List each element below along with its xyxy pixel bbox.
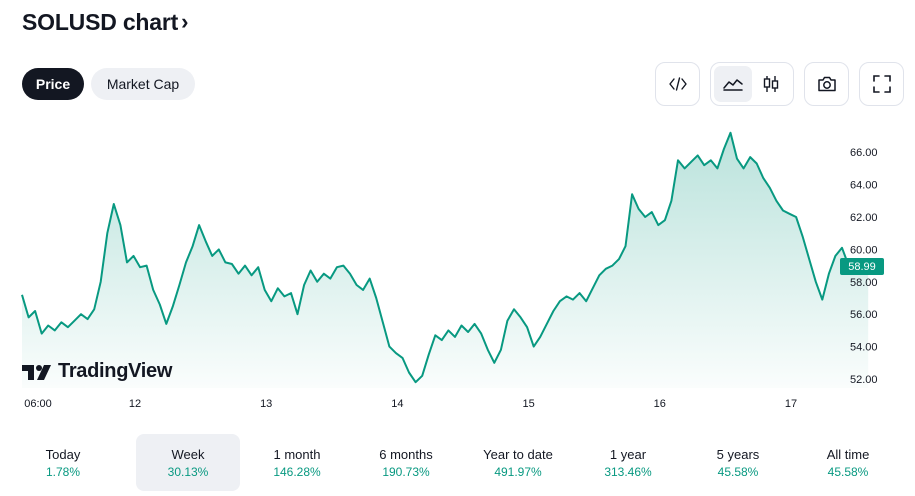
period-label: Today (45, 446, 81, 462)
y-tick-label: 58.00 (850, 277, 878, 289)
period-value: 1.78% (45, 464, 81, 479)
code-icon (668, 77, 687, 91)
y-tick-label: 56.00 (850, 309, 878, 321)
candlestick-chart-button[interactable] (752, 66, 790, 102)
y-tick-label: 52.00 (850, 374, 878, 386)
snapshot-button[interactable] (804, 62, 849, 106)
tab-market-cap-label: Market Cap (106, 76, 180, 92)
period-value: 190.73% (382, 464, 430, 479)
period-1-month[interactable]: 1 month 146.28% (245, 434, 349, 491)
price-chart[interactable]: 52.00 54.00 56.00 58.00 60.00 62.00 64.00 66.00… (0, 110, 915, 420)
period-value: 146.28% (273, 464, 321, 479)
x-tick-label: 14 (391, 398, 403, 410)
period-label: 6 months (379, 446, 433, 462)
period-5-years[interactable]: 5 years 45.58% (686, 434, 790, 491)
period-label: All time (826, 446, 870, 462)
tradingview-logo-text: TradingView (58, 360, 173, 382)
period-label: 5 years (716, 446, 760, 462)
performance-periods: Today 1.78% Week 30.13% 1 month 146.28% 6 m… (22, 434, 902, 491)
tradingview-logo[interactable]: TradingView (22, 360, 172, 383)
embed-button[interactable] (655, 62, 700, 106)
price-area-fill (22, 132, 869, 388)
period-1-year[interactable]: 1 year 313.46% (576, 434, 680, 491)
fullscreen-button[interactable] (859, 62, 904, 106)
fullscreen-icon (872, 75, 891, 93)
candlestick-icon (763, 76, 779, 92)
x-tick-label: 12 (129, 398, 141, 410)
period-week[interactable]: Week 30.13% (136, 434, 240, 491)
period-value: 30.13% (167, 464, 209, 479)
period-value: 45.58% (717, 464, 759, 479)
x-tick-label: 17 (785, 398, 797, 410)
y-tick-label: 54.00 (850, 342, 878, 354)
x-tick-label: 16 (654, 398, 666, 410)
area-chart-button[interactable] (714, 66, 752, 102)
x-tick-label: 13 (260, 398, 272, 410)
period-value: 491.97% (494, 464, 542, 479)
tab-price-label: Price (35, 76, 71, 92)
x-tick-label: 15 (522, 398, 534, 410)
tab-market-cap[interactable]: Market Cap (91, 68, 195, 100)
area-chart-icon (723, 79, 743, 91)
page-title[interactable]: SOLUSD chart › (22, 9, 188, 36)
period-year-to-date[interactable]: Year to date 491.97% (466, 434, 570, 491)
period-label: Year to date (483, 446, 553, 462)
period-label: Week (171, 446, 205, 462)
period-label: 1 month (273, 446, 321, 462)
period-6-months[interactable]: 6 months 190.73% (354, 434, 458, 491)
camera-icon (817, 76, 836, 92)
y-tick-label: 64.00 (850, 180, 878, 192)
chart-type-group (710, 62, 794, 106)
chevron-right-icon: › (181, 8, 189, 34)
tab-price[interactable]: Price (22, 68, 84, 100)
tradingview-logo-icon (22, 364, 51, 380)
period-all-time[interactable]: All time 45.58% (796, 434, 900, 491)
x-tick-label: 06:00 (24, 398, 52, 410)
period-value: 45.58% (827, 464, 869, 479)
period-today[interactable]: Today 1.78% (11, 434, 115, 491)
period-value: 313.46% (604, 464, 652, 479)
y-tick-label: 62.00 (850, 212, 878, 224)
y-tick-label: 66.00 (850, 147, 878, 159)
title-text: SOLUSD chart (22, 9, 179, 35)
price-line (21, 131, 869, 384)
period-label: 1 year (609, 446, 647, 462)
y-tick-label: 60.00 (850, 244, 878, 256)
last-price-tag: 58.99 (840, 258, 884, 275)
